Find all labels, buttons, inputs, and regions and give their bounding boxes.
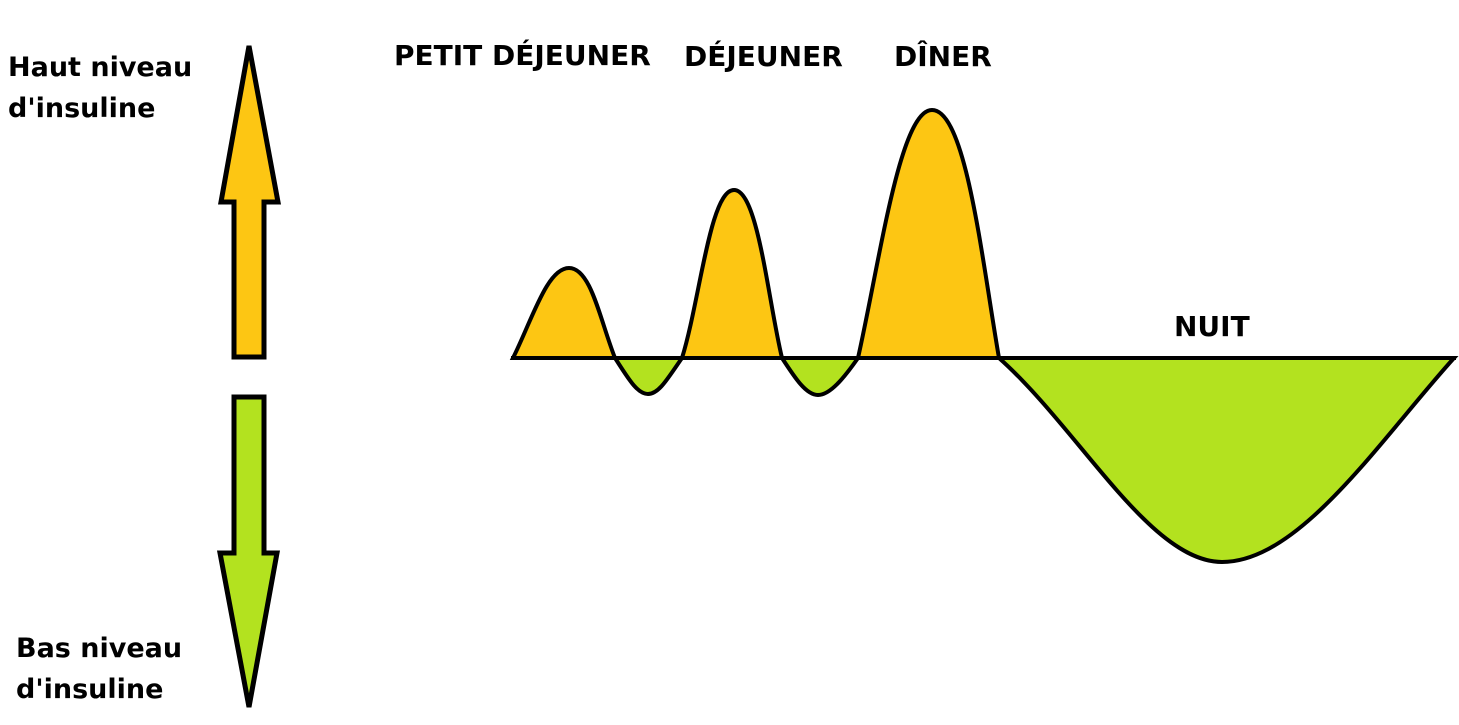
lunch-label: DÉJEUNER (684, 40, 843, 73)
high-insulin-label: Haut niveau d'insuline (8, 47, 192, 129)
low-insulin-label-line1: Bas niveau (16, 633, 183, 664)
breakfast-label: PETIT DÉJEUNER (394, 39, 651, 72)
low-insulin-label: Bas niveau d'insuline (16, 628, 182, 710)
arrow-up-icon (218, 45, 282, 360)
high-insulin-label-line1: Haut niveau (8, 52, 193, 83)
dinner-peak (855, 107, 1002, 360)
low-insulin-label-line2: d'insuline (16, 674, 164, 705)
breakfast-peak (509, 265, 618, 360)
lunch-peak (679, 187, 785, 360)
dip-after-lunch (778, 356, 862, 398)
night-label: NUIT (1174, 310, 1250, 343)
dinner-label: DÎNER (894, 40, 992, 73)
dip-after-breakfast (611, 356, 686, 397)
night-trough (993, 356, 1459, 565)
arrow-down-icon (216, 394, 280, 708)
high-insulin-label-line2: d'insuline (8, 93, 156, 124)
